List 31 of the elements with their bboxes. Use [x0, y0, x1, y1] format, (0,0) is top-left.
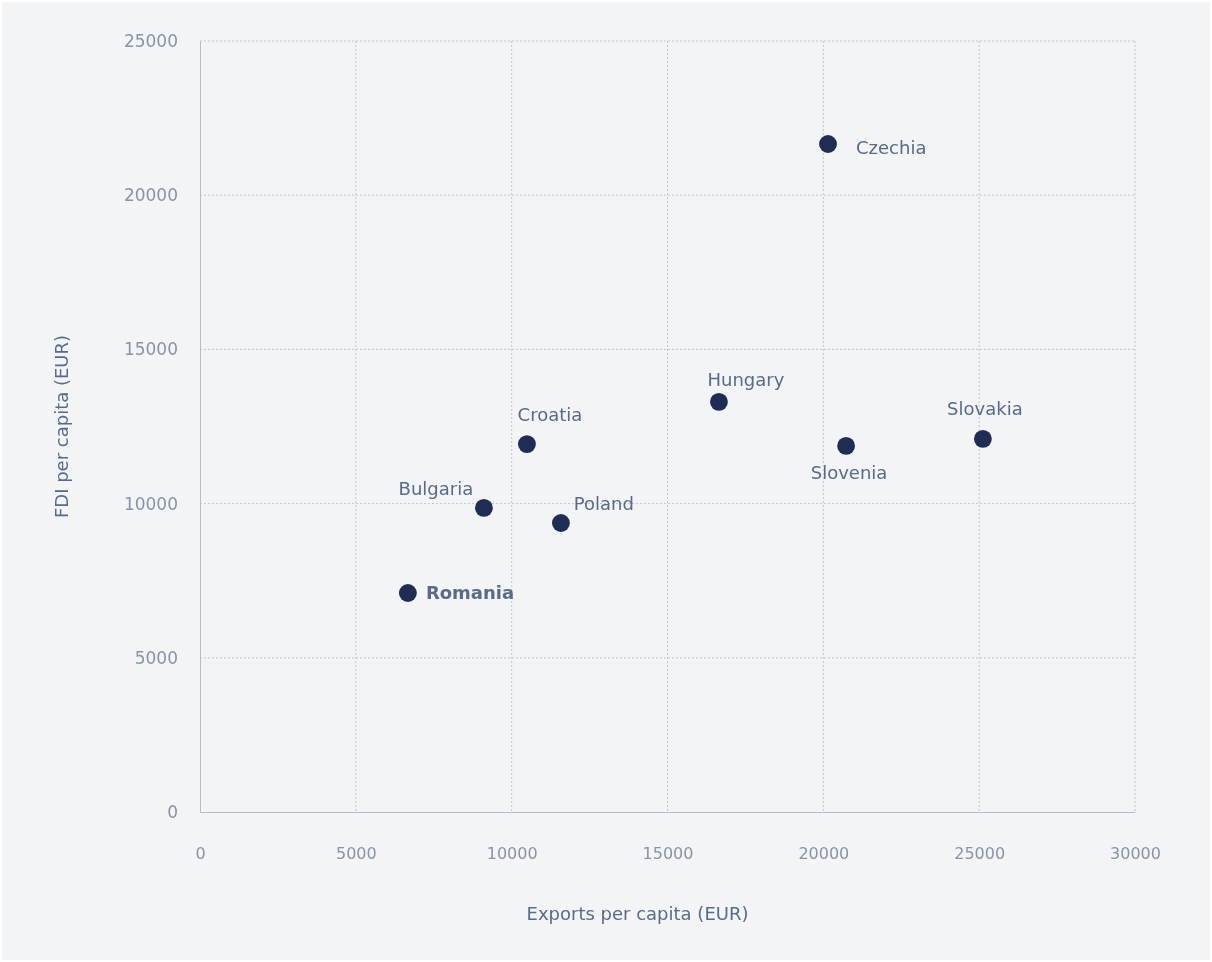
x-tick-label: 20000 — [798, 844, 850, 864]
annotation: Slovenia — [810, 461, 888, 483]
y-tick-label: 5000 — [134, 647, 178, 668]
point — [837, 437, 856, 455]
y-tick-label: 15000 — [123, 339, 178, 360]
annotation: Romania — [425, 582, 515, 604]
y-tick-label: 0 — [167, 801, 178, 822]
annotation: Hungary — [707, 368, 785, 390]
x-tick-label: 15000 — [642, 844, 694, 864]
point — [398, 584, 417, 602]
point — [819, 135, 837, 153]
annotation: Slovakia — [947, 397, 1023, 419]
y-tick-label: 25000 — [123, 30, 178, 51]
x-tick-label: 0 — [195, 844, 206, 864]
point — [475, 499, 493, 517]
annotation: Czechia — [856, 137, 927, 159]
point — [710, 392, 728, 411]
y-tick-label: 10000 — [123, 493, 178, 514]
point — [551, 514, 570, 532]
annotation: Croatia — [517, 404, 583, 426]
y-axis-title: FDI per capita (EUR) — [51, 334, 72, 519]
x-tick-label: 10000 — [486, 844, 538, 864]
point — [973, 429, 992, 448]
x-tick-label: 5000 — [335, 844, 377, 864]
x-axis-title: Exports per capita (EUR) — [526, 903, 749, 924]
annotation: Poland — [573, 493, 634, 515]
x-tick-label: 30000 — [1110, 844, 1161, 864]
annotation: Bulgaria — [398, 477, 474, 499]
y-tick-label: 20000 — [123, 185, 178, 206]
x-tick-label: 25000 — [954, 844, 1006, 864]
point — [518, 435, 536, 453]
